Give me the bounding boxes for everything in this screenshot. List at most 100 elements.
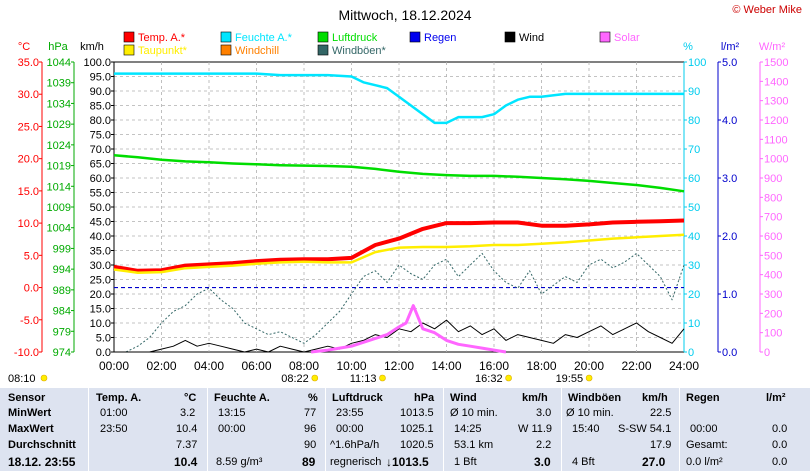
stats-separator — [88, 388, 89, 471]
x-tick-label: 20:00 — [574, 359, 604, 373]
tick-label-wind: 60.0 — [90, 173, 111, 185]
tick-label-press: 1029 — [47, 119, 71, 131]
tick-label-temp: 20.0 — [18, 154, 39, 166]
stats-max-temp-time: 23:50 — [100, 423, 128, 435]
tick-label-hum: 100 — [688, 57, 706, 69]
stats-header-wind: Wind — [450, 392, 477, 404]
tick-label-wind: 70.0 — [90, 144, 111, 156]
stats-avg-rain-desc: Gesamt: — [686, 439, 728, 451]
tick-label-temp: 25.0 — [18, 121, 39, 133]
axis-unit-temp: °C — [18, 41, 30, 53]
tick-label-wind: 90.0 — [90, 86, 111, 98]
series-line — [113, 233, 685, 274]
legend-label: Windböen* — [332, 45, 387, 57]
tick-label-solar: 1400 — [764, 76, 788, 88]
legend-label: Taupunkt* — [138, 45, 188, 57]
tick-label-wind: 65.0 — [90, 159, 111, 171]
stats-max-temp-value: 10.4 — [176, 423, 198, 435]
tick-label-solar: 1100 — [764, 134, 788, 146]
stats-separator — [561, 388, 562, 471]
tick-label-press: 1019 — [47, 161, 71, 173]
tick-label-press: 989 — [53, 285, 71, 297]
stats-header-wind-unit: km/h — [522, 392, 548, 404]
tick-label-wind: 25.0 — [90, 275, 111, 287]
legend-label: Windchill — [235, 45, 279, 57]
tick-label-rain: 2.0 — [722, 231, 737, 243]
stats-current-gust-desc: 4 Bft — [572, 456, 595, 468]
tick-label-wind: 50.0 — [90, 202, 111, 214]
x-tick-label: 02:00 — [146, 359, 176, 373]
series-line — [114, 319, 685, 353]
tick-label-temp: 0.0 — [24, 283, 39, 295]
tick-label-solar: 200 — [764, 308, 782, 320]
stats-max-press-value: 1025.1 — [400, 423, 434, 435]
stats-max-wind-time: 14:25 — [454, 423, 482, 435]
tick-label-press: 1039 — [47, 78, 71, 90]
stats-current-hum-value: 89 — [302, 455, 316, 469]
stats-separator — [443, 388, 444, 471]
stats-max-press-time: 00:00 — [336, 423, 364, 435]
tick-label-press: 1009 — [47, 202, 71, 214]
tick-label-wind: 95.0 — [90, 72, 111, 84]
tick-label-press: 979 — [53, 326, 71, 338]
stats-avg-press-value: 1020.5 — [400, 439, 434, 451]
marker-label: 08:10 — [8, 373, 36, 385]
tick-label-temp: 30.0 — [18, 89, 39, 101]
stats-min-hum-value: 77 — [304, 407, 317, 419]
stats-separator — [679, 388, 680, 471]
tick-label-press: 1004 — [47, 223, 71, 235]
stats-max-gust-value: S-SW 54.1 — [618, 423, 672, 435]
tick-label-solar: 1200 — [764, 115, 788, 127]
tick-label-hum: 60 — [688, 173, 700, 185]
tick-label-temp: -5.0 — [20, 315, 39, 327]
tick-label-wind: 10.0 — [90, 318, 111, 330]
tick-label-wind: 45.0 — [90, 217, 111, 229]
tick-label-rain: 3.0 — [722, 173, 737, 185]
tick-label-hum: 40 — [688, 231, 700, 243]
tick-label-solar: 0 — [764, 347, 770, 359]
tick-label-wind: 75.0 — [90, 130, 111, 142]
stats-current-temp-value: 10.4 — [174, 455, 198, 469]
stats-current-press-desc: regnerisch — [330, 456, 382, 468]
tick-label-hum: 70 — [688, 144, 700, 156]
stats-max-label: MaxWert — [8, 423, 54, 435]
tick-label-solar: 1000 — [764, 154, 788, 166]
series-line — [310, 304, 507, 354]
stats-max-hum-value: 96 — [304, 423, 317, 435]
tick-label-temp: -10.0 — [14, 347, 39, 359]
tick-label-solar: 700 — [764, 212, 782, 224]
tick-label-wind: 20.0 — [90, 289, 111, 301]
stats-max-rain-time: 00:00 — [690, 423, 718, 435]
tick-label-press: 974 — [53, 347, 71, 359]
tick-label-temp: 15.0 — [18, 186, 39, 198]
weather-chart: Mittwoch, 18.12.2024 Temp. A.* Feuchte A.*… — [8, 7, 788, 385]
stats-header-hum: Feuchte A. — [214, 392, 270, 404]
series-line — [113, 218, 685, 273]
tick-label-rain: 0.0 — [722, 347, 737, 359]
legend-swatch — [599, 31, 611, 43]
marker-label: 16:32 — [475, 373, 503, 385]
tick-label-temp: 35.0 — [18, 57, 39, 69]
stats-min-gust-desc: Ø 10 min. — [566, 407, 614, 419]
stats-max-rain-value: 0.0 — [772, 423, 788, 435]
tick-label-rain: 5.0 — [722, 57, 737, 69]
stats-header-rain: Regen — [686, 392, 720, 404]
marker-label: 19:55 — [556, 373, 584, 385]
series-line — [113, 153, 685, 193]
tick-label-temp: 5.0 — [24, 250, 39, 262]
tick-label-press: 1024 — [47, 140, 71, 152]
sun-icon — [40, 374, 48, 382]
stats-avg-press-desc: ^1.6hPa/h — [330, 439, 380, 451]
sun-icon — [505, 374, 512, 382]
tick-label-solar: 900 — [764, 173, 782, 185]
tick-label-press: 1014 — [47, 181, 71, 193]
tick-label-press: 999 — [53, 243, 71, 255]
chart-title: Mittwoch, 18.12.2024 — [338, 7, 471, 23]
axis-unit-wind: km/h — [80, 41, 104, 53]
tick-label-wind: 55.0 — [90, 188, 111, 200]
sun-icon — [379, 374, 386, 382]
sun-icon — [311, 374, 319, 382]
stats-header-press-unit: hPa — [414, 392, 435, 404]
stats-header-gust: Windböen — [568, 392, 622, 404]
x-tick-label: 18:00 — [526, 359, 556, 373]
